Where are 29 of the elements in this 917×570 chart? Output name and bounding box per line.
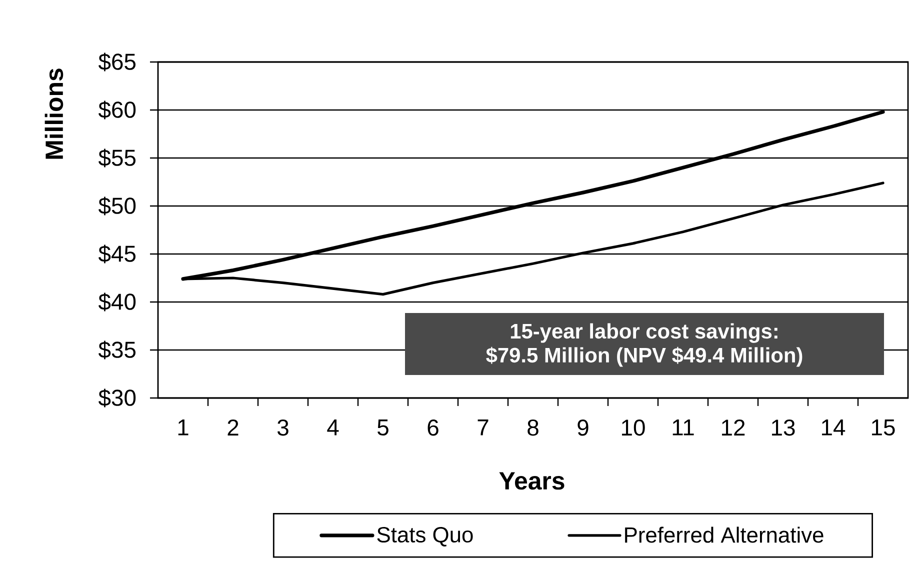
x-tick-label: 2	[228, 420, 238, 436]
x-tick-label: 11	[672, 420, 694, 436]
x-tick-label: 12	[722, 420, 745, 436]
x-tick-label: 15	[872, 420, 895, 436]
x-tick-label: 8	[528, 420, 538, 436]
x-axis-title: Years	[499, 472, 564, 490]
y-tick-label: $30	[98, 388, 136, 408]
annotation: $79.5 Million (NPV $49.4 Million)	[486, 346, 802, 367]
x-tick-label: 6	[428, 420, 438, 436]
y-tick-label: $45	[98, 244, 136, 264]
y-axis-title: Millions	[44, 68, 64, 159]
annotation: 15-year labor cost savings:	[510, 323, 778, 343]
x-tick-label: 3	[278, 420, 288, 436]
y-tick-label: $40	[98, 292, 136, 312]
y-tick-label: $55	[98, 148, 136, 168]
y-tick-label: $50	[98, 196, 136, 216]
x-tick-label: 1	[178, 420, 188, 436]
x-tick-label: 9	[578, 420, 588, 436]
x-tick-label: 10	[622, 420, 645, 436]
x-tick-label: 14	[822, 420, 846, 436]
x-tick-label: 7	[478, 420, 488, 436]
legend-label: Preferred Alternative	[625, 526, 824, 543]
x-tick-label: 13	[772, 420, 795, 436]
y-tick-label: $35	[98, 340, 136, 360]
x-tick-label: 5	[378, 420, 388, 436]
y-tick-label: $65	[98, 52, 136, 72]
legend-label: Stats Quo	[377, 526, 473, 546]
y-tick-label: $60	[98, 100, 136, 120]
x-tick-label: 4	[327, 420, 339, 436]
